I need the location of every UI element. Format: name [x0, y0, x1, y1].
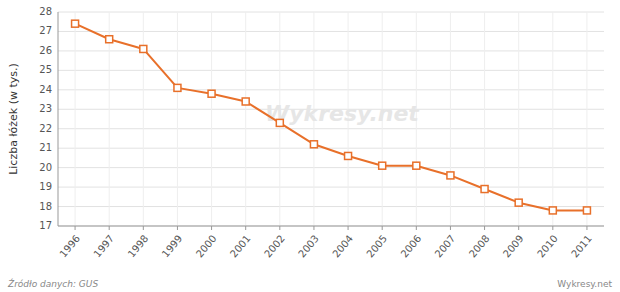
data-point	[413, 162, 420, 169]
x-tick-label: 2005	[364, 233, 389, 260]
x-tick	[348, 226, 349, 230]
y-tick-label: 27	[39, 25, 52, 36]
data-point	[310, 141, 317, 148]
y-grid-line	[58, 70, 604, 71]
y-tick-label: 19	[39, 181, 52, 192]
data-point	[583, 207, 590, 214]
x-grid-line	[177, 12, 178, 226]
x-grid-line	[450, 12, 451, 226]
y-tick-label: 26	[39, 45, 52, 56]
series-line	[75, 24, 587, 211]
chart-svg: 17 18 19 20 21 22 23 24 25 26 27 28 1996 1997 1998 1999…	[0, 0, 620, 292]
data-point	[481, 186, 488, 193]
x-grid-line	[211, 12, 212, 226]
x-tick-label: 2002	[262, 233, 287, 260]
data-layer	[72, 20, 591, 214]
x-tick-label: 2007	[433, 233, 458, 260]
x-tick-label: 2010	[535, 233, 560, 260]
data-point	[379, 162, 386, 169]
y-axis-line	[58, 12, 59, 226]
chart-container: 17 18 19 20 21 22 23 24 25 26 27 28 1996 1997 1998 1999…	[0, 0, 620, 292]
y-tick-label: 22	[39, 123, 52, 134]
data-point	[174, 84, 181, 91]
data-point	[140, 45, 147, 52]
x-tick-label: 1998	[126, 233, 151, 260]
y-grid-line	[58, 226, 604, 227]
data-point	[549, 207, 556, 214]
x-tick-label: 2003	[296, 233, 321, 260]
data-point	[72, 20, 79, 27]
x-tick	[211, 226, 212, 230]
x-grid-line	[552, 12, 553, 226]
x-tick	[109, 226, 110, 230]
y-grid-line	[58, 31, 604, 32]
x-tick	[143, 226, 144, 230]
x-tick-label: 1996	[57, 233, 82, 260]
x-tick	[416, 226, 417, 230]
axes: 17 18 19 20 21 22 23 24 25 26 27 28 1996 1997 1998 1999…	[39, 6, 604, 259]
y-grid-line	[58, 167, 604, 168]
y-tick-label: 28	[39, 6, 52, 17]
y-grid-line	[58, 187, 604, 188]
x-grid-line	[109, 12, 110, 226]
x-tick	[75, 226, 76, 230]
x-tick-label: 1997	[91, 233, 116, 260]
x-tick	[552, 226, 553, 230]
x-grid-line	[143, 12, 144, 226]
x-tick	[450, 226, 451, 230]
y-tick-label: 21	[39, 142, 52, 153]
data-point	[242, 98, 249, 105]
x-tick-label: 1999	[160, 233, 185, 260]
x-tick-label: 2004	[330, 233, 355, 260]
x-grid-line	[245, 12, 246, 226]
data-point	[276, 119, 283, 126]
y-axis-label: Liczba łóżek (w tys.)	[7, 63, 20, 175]
y-tick-label: 24	[39, 84, 52, 95]
y-tick-label: 18	[39, 201, 52, 212]
footer-brand: Wykresy.net	[557, 279, 612, 289]
x-tick	[586, 226, 587, 230]
x-tick-label: 2009	[501, 233, 526, 260]
x-tick-label: 2000	[194, 233, 219, 260]
x-axis-line	[58, 226, 604, 227]
y-tick-label: 20	[39, 162, 52, 173]
y-grid-line	[58, 12, 604, 13]
x-tick-label: 2006	[399, 233, 424, 260]
x-tick	[382, 226, 383, 230]
data-point	[106, 36, 113, 43]
y-grid-line	[58, 128, 604, 129]
y-tick-label: 17	[39, 220, 52, 231]
data-point	[345, 152, 352, 159]
x-grid-line	[586, 12, 587, 226]
x-grid-line	[75, 12, 76, 226]
data-point	[447, 172, 454, 179]
x-grid-line	[518, 12, 519, 226]
x-tick-label: 2008	[467, 233, 492, 260]
watermark: Wykresy.net	[265, 101, 420, 126]
x-tick	[518, 226, 519, 230]
y-tick-label: 25	[39, 64, 52, 75]
data-point	[515, 199, 522, 206]
x-grid-line	[484, 12, 485, 226]
data-point	[208, 90, 215, 97]
y-grid-line	[58, 148, 604, 149]
x-tick-label: 2011	[569, 233, 594, 260]
x-tick	[484, 226, 485, 230]
x-tick	[245, 226, 246, 230]
x-tick-label: 2001	[228, 233, 253, 260]
y-grid-line	[58, 89, 604, 90]
y-tick-label: 23	[39, 103, 52, 114]
grid	[58, 12, 604, 226]
footer-source: Źródło danych: GUS	[7, 278, 98, 289]
x-tick	[313, 226, 314, 230]
x-tick	[177, 226, 178, 230]
x-tick	[279, 226, 280, 230]
